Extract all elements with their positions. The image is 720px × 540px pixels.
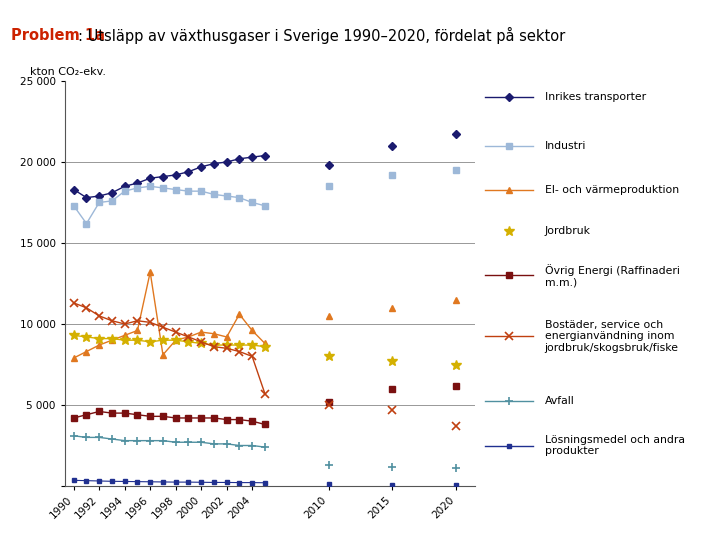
Text: Problem 1a: Problem 1a bbox=[11, 28, 105, 43]
Text: Lösningsmedel och andra
produkter: Lösningsmedel och andra produkter bbox=[544, 435, 685, 456]
Text: Jordbruk: Jordbruk bbox=[544, 226, 590, 236]
Text: : Utsläpp av växthusgaser i Sverige 1990–2020, fördelat på sektor: : Utsläpp av växthusgaser i Sverige 1990… bbox=[78, 27, 565, 44]
Text: El- och värmeproduktion: El- och värmeproduktion bbox=[544, 185, 679, 195]
Text: kton CO₂-ekv.: kton CO₂-ekv. bbox=[30, 67, 106, 77]
Text: Industri: Industri bbox=[544, 141, 586, 151]
Text: Inrikes transporter: Inrikes transporter bbox=[544, 92, 646, 102]
Text: Avfall: Avfall bbox=[544, 396, 575, 406]
Text: Bostäder, service och
energianvändning inom
jordbruk/skogsbruk/fiske: Bostäder, service och energianvändning i… bbox=[544, 320, 679, 353]
Text: Övrig Energi (Raffinaderi
m.m.): Övrig Energi (Raffinaderi m.m.) bbox=[544, 264, 680, 287]
